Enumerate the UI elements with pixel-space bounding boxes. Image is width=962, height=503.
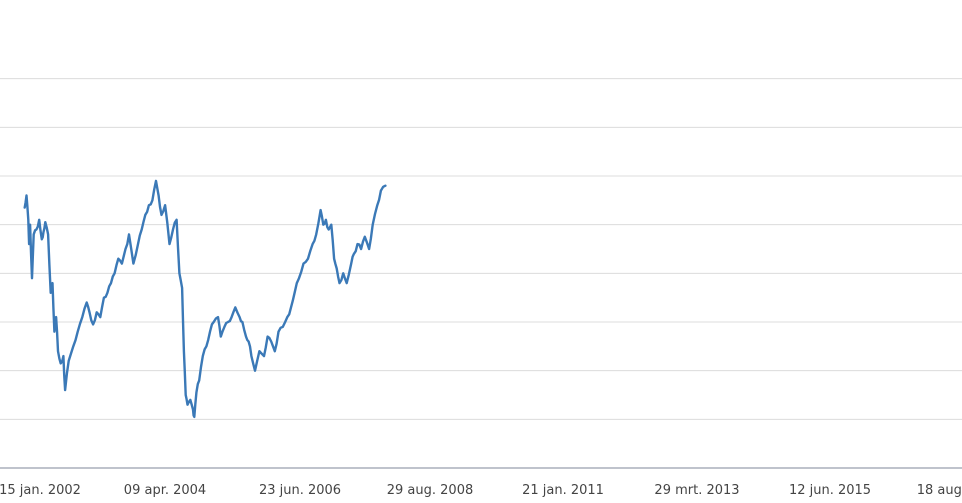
x-tick-label: 21 jan. 2011 [522, 483, 604, 498]
x-tick-label: 18 aug. 2017 [917, 483, 962, 498]
x-tick-label: 09 apr. 2004 [124, 483, 206, 498]
series-group [23, 179, 387, 419]
x-tick-label: 29 aug. 2008 [387, 483, 473, 498]
x-tick-label: 23 jun. 2006 [259, 483, 341, 498]
x-tick-label: 29 mrt. 2013 [654, 483, 739, 498]
x-tick-label: 12 jun. 2015 [789, 483, 871, 498]
x-tick-label: 15 jan. 2002 [0, 483, 81, 498]
gridlines [0, 78, 962, 420]
series-line [23, 179, 387, 419]
x-axis-tick-labels: 15 jan. 2002 09 apr. 2004 23 jun. 2006 29 a… [0, 483, 962, 498]
